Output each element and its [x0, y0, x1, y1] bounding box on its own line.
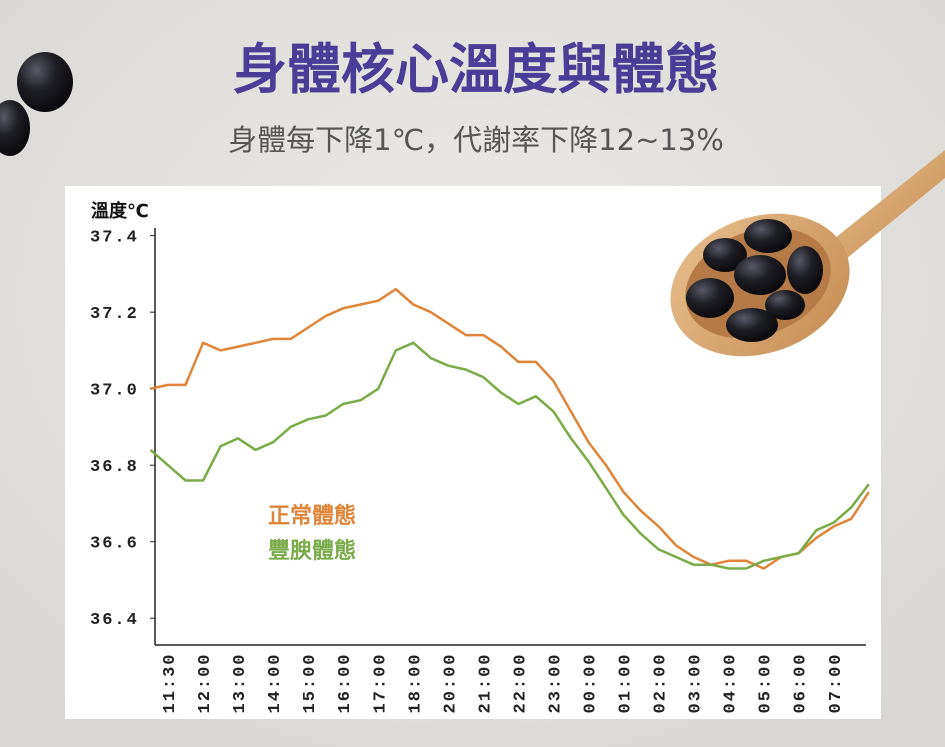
x-tick-label: 15:00: [301, 652, 320, 713]
x-tick-label: 04:00: [722, 652, 741, 713]
x-tick-label: 18:00: [406, 652, 425, 713]
series-line: [150, 287, 870, 570]
y-tick-label: 36.4: [90, 611, 139, 630]
x-tick-label: 00:00: [582, 652, 601, 713]
y-axis-label: 溫度℃: [91, 200, 149, 222]
x-tick-label: 06:00: [792, 652, 811, 713]
x-tick-label: 17:00: [371, 652, 390, 713]
legend-label: 豐腴體態: [268, 538, 356, 564]
x-tick-label: 05:00: [757, 652, 776, 713]
y-tick-label: 36.6: [90, 535, 139, 554]
y-tick-label: 36.8: [90, 458, 139, 477]
y-tick-label: 37.0: [90, 382, 139, 401]
x-tick-label: 23:00: [546, 652, 565, 713]
x-tick-label: 22:00: [511, 652, 530, 713]
x-tick-label: 14:00: [266, 652, 285, 713]
subtitle: 身體每下降1℃，代謝率下降12~13%: [228, 123, 724, 157]
x-tick-label: 02:00: [652, 652, 671, 713]
legend-label: 正常體態: [268, 503, 356, 529]
beans-decoration: [0, 52, 73, 156]
title: 身體核心溫度與體態: [233, 37, 719, 101]
x-tick-label: 07:00: [827, 652, 846, 713]
x-tick-label: 13:00: [231, 652, 250, 713]
x-tick-label: 03:00: [687, 652, 706, 713]
y-tick-label: 37.4: [90, 229, 139, 248]
x-tick-label: 21:00: [476, 652, 495, 713]
series-line: [149, 341, 870, 570]
x-tick-label: 20:00: [441, 652, 460, 713]
spoon-decoration: [670, 150, 945, 357]
y-tick-label: 37.2: [90, 305, 139, 324]
x-tick-label: 11:30: [161, 652, 180, 713]
x-tick-label: 01:00: [617, 652, 636, 713]
x-tick-label: 12:00: [196, 652, 215, 713]
x-tick-label: 16:00: [336, 652, 355, 713]
